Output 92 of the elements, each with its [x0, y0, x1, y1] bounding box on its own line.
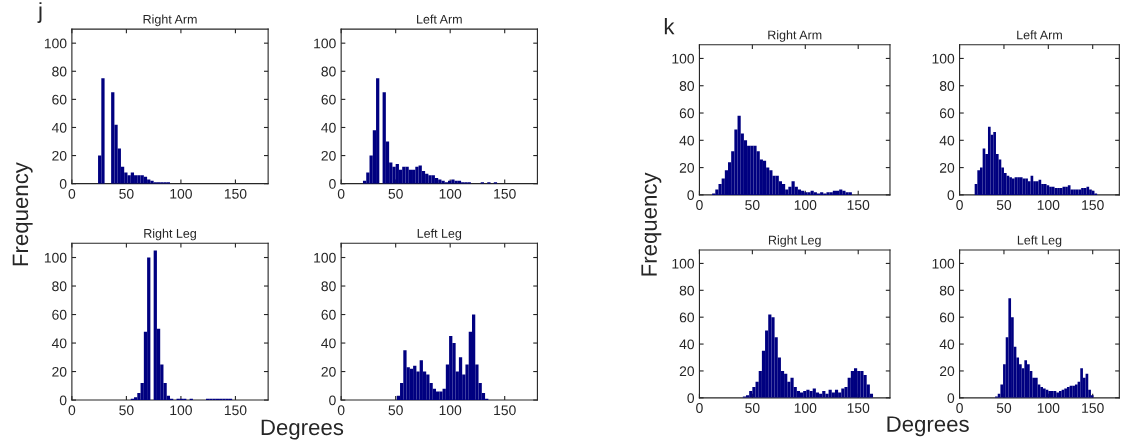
y-tick-label: 40 — [51, 338, 67, 349]
x-tick-label: 150 — [847, 200, 870, 210]
y-tick-label: 40 — [679, 135, 695, 146]
x-tick-label: 100 — [439, 405, 462, 416]
y-tick-label: 0 — [59, 395, 67, 406]
chart-title: Left Leg — [417, 228, 462, 241]
y-tick-label: 60 — [52, 309, 67, 320]
x-tick-label: 0 — [696, 403, 703, 413]
x-tick-label: 100 — [794, 200, 817, 210]
y-tick-label: 80 — [321, 281, 336, 292]
y-tick-label: 60 — [321, 309, 336, 320]
y-tick-label: 0 — [687, 393, 695, 403]
x-tick-label: 0 — [956, 200, 963, 210]
y-tick-label: 60 — [52, 94, 67, 105]
y-tick-label: 100 — [932, 258, 955, 269]
y-tick-label: 40 — [939, 135, 955, 146]
x-tick-label: 100 — [439, 188, 462, 199]
y-tick-label: 0 — [329, 179, 336, 189]
x-tick-label: 100 — [1037, 403, 1060, 413]
x-tick-label: 150 — [1082, 403, 1104, 413]
chart-title: Left Arm — [1017, 30, 1062, 40]
y-tick-label: 60 — [679, 108, 695, 119]
x-tick-label: 50 — [996, 403, 1012, 413]
chart-title: Left Arm — [417, 14, 462, 24]
y-tick-label: 40 — [321, 338, 336, 349]
x-tick-label: 50 — [745, 403, 760, 413]
y-tick-label: 100 — [932, 53, 955, 64]
x-tick-label: 150 — [224, 188, 247, 199]
y-tick-label: 20 — [939, 162, 955, 173]
x-axis-title: Degrees — [261, 419, 344, 440]
x-tick-label: 50 — [119, 188, 134, 199]
x-tick-label: 100 — [794, 403, 817, 413]
y-tick-label: 80 — [939, 81, 955, 91]
x-tick-label: 150 — [494, 405, 516, 416]
y-tick-label: 40 — [51, 122, 67, 133]
chart-title: Left Leg — [1017, 235, 1062, 248]
text: k — [664, 18, 675, 35]
y-tick-label: 20 — [321, 366, 336, 377]
y-tick-label: 20 — [52, 150, 67, 161]
y-tick-label: 100 — [672, 258, 695, 269]
y-tick-label: 80 — [321, 66, 336, 77]
x-tick-label: 0 — [68, 405, 76, 416]
x-tick-label: 50 — [745, 200, 760, 210]
y-tick-label: 40 — [939, 339, 955, 350]
y-tick-label: 80 — [52, 66, 67, 77]
y-tick-label: 20 — [52, 366, 67, 377]
y-tick-label: 40 — [679, 339, 695, 350]
x-tick-label: 0 — [68, 188, 76, 199]
chart-title: Right Arm — [143, 14, 197, 27]
y-tick-label: 60 — [939, 312, 955, 323]
x-tick-label: 50 — [388, 188, 403, 199]
y-tick-label: 100 — [44, 38, 67, 49]
y-tick-label: 60 — [939, 108, 955, 119]
x-tick-label: 100 — [170, 405, 192, 416]
x-tick-label: 50 — [996, 200, 1012, 210]
y-tick-label: 100 — [44, 252, 67, 263]
y-tick-label: 100 — [314, 38, 336, 49]
x-tick-label: 50 — [388, 405, 403, 416]
y-axis-title: Frequency — [641, 172, 662, 276]
y-tick-label: 80 — [679, 81, 695, 91]
x-tick-label: 100 — [1037, 200, 1060, 210]
x-tick-label: 150 — [224, 405, 247, 416]
x-tick-label: 150 — [494, 188, 516, 199]
y-tick-label: 40 — [321, 122, 336, 133]
chart-title: Right Leg — [768, 235, 821, 248]
y-tick-label: 60 — [679, 312, 695, 323]
chart-title: Right Arm — [768, 30, 822, 42]
y-tick-label: 0 — [947, 393, 955, 403]
x-tick-label: 0 — [696, 200, 703, 210]
y-tick-label: 0 — [329, 395, 336, 406]
y-tick-label: 80 — [939, 285, 955, 296]
y-tick-label: 20 — [679, 366, 695, 377]
y-tick-label: 20 — [939, 366, 955, 377]
x-tick-label: 0 — [337, 405, 345, 416]
y-tick-label: 80 — [679, 285, 695, 296]
text: j — [37, 2, 42, 23]
chart-title: Right Leg — [144, 228, 196, 241]
x-tick-label: 150 — [847, 403, 870, 413]
y-tick-label: 80 — [52, 281, 67, 292]
x-tick-label: 100 — [170, 188, 192, 199]
y-tick-label: 0 — [59, 179, 67, 189]
y-axis-title: Frequency — [12, 162, 33, 266]
y-tick-label: 20 — [679, 162, 695, 173]
y-tick-label: 60 — [321, 94, 336, 105]
x-tick-label: 0 — [337, 188, 345, 199]
x-tick-label: 150 — [1082, 200, 1104, 210]
y-tick-label: 100 — [672, 53, 695, 64]
y-tick-label: 100 — [314, 252, 336, 263]
x-tick-label: 0 — [956, 403, 963, 413]
y-tick-label: 20 — [321, 150, 336, 161]
x-tick-label: 50 — [119, 405, 134, 416]
x-axis-title: Degrees — [887, 416, 969, 437]
